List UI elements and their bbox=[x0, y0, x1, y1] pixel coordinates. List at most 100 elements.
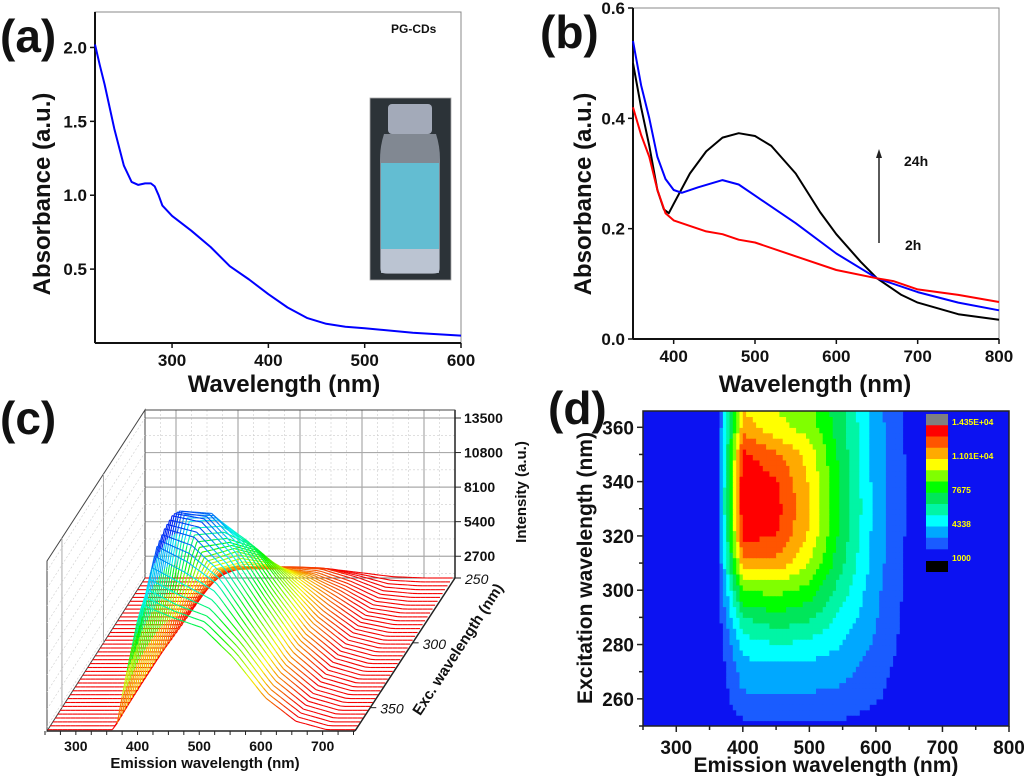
heatmap-cell bbox=[799, 644, 804, 651]
heatmap-cell bbox=[885, 503, 890, 510]
heatmap-cell bbox=[829, 546, 834, 553]
heatmap-cell bbox=[736, 660, 741, 667]
heatmap-cell bbox=[842, 503, 847, 510]
heatmap-cell bbox=[832, 650, 837, 656]
heatmap-cell bbox=[782, 704, 787, 711]
heatmap-cell bbox=[736, 508, 741, 515]
heatmap-cell bbox=[902, 519, 907, 526]
spectrum-segment bbox=[340, 590, 347, 595]
spectrum-segment bbox=[325, 583, 332, 587]
heatmap-cell bbox=[799, 552, 804, 559]
heatmap-cell bbox=[802, 677, 807, 684]
heatmap-cell bbox=[892, 579, 897, 586]
heatmap-cell bbox=[895, 541, 900, 548]
heatmap-cell bbox=[846, 487, 850, 493]
heatmap-cell bbox=[786, 530, 790, 537]
heatmap-cell bbox=[749, 525, 754, 532]
heatmap-cell bbox=[822, 611, 827, 618]
spectrum-segment bbox=[340, 572, 346, 575]
heatmap-cell bbox=[742, 497, 747, 504]
spectrum-segment bbox=[300, 688, 307, 694]
heatmap-cell bbox=[822, 573, 827, 580]
heatmap-cell bbox=[782, 611, 787, 618]
heatmap-cell bbox=[779, 606, 784, 613]
spectrum-segment bbox=[325, 607, 332, 612]
heatmap-cell bbox=[855, 525, 860, 532]
spectrum-segment bbox=[275, 620, 282, 628]
heatmap-cell bbox=[792, 590, 797, 597]
heatmap-cell bbox=[852, 497, 857, 504]
heatmap-cell bbox=[882, 514, 887, 521]
spectrum-segment bbox=[186, 529, 192, 532]
heatmap-cell bbox=[796, 666, 800, 673]
heatmap-cell bbox=[719, 568, 724, 575]
heatmap-cell bbox=[739, 628, 744, 635]
heatmap-cell bbox=[826, 650, 830, 656]
heatmap-cell bbox=[836, 525, 840, 532]
heatmap-cell bbox=[766, 688, 770, 694]
heatmap-cell bbox=[839, 563, 844, 570]
heatmap-cell bbox=[752, 671, 757, 678]
heatmap-cell bbox=[782, 508, 787, 515]
heatmap-cell bbox=[796, 535, 800, 542]
heatmap-cell bbox=[799, 546, 804, 553]
heatmap-cell bbox=[802, 557, 807, 564]
heatmap-cell bbox=[799, 688, 804, 694]
spectrum-segment bbox=[233, 634, 240, 641]
spectrum-segment bbox=[230, 603, 237, 612]
heatmap-cell bbox=[872, 628, 877, 635]
spectrum-segment bbox=[211, 513, 218, 519]
spectrum-segment bbox=[275, 582, 282, 590]
heatmap-cell bbox=[855, 677, 860, 684]
heatmap-cell bbox=[756, 503, 760, 510]
heatmap-cell bbox=[819, 671, 824, 678]
spectrum-segment bbox=[318, 582, 324, 586]
spectrum-segment bbox=[196, 625, 202, 629]
heatmap-cell bbox=[786, 492, 790, 499]
heatmap-cell bbox=[812, 611, 817, 618]
spectrum-segment bbox=[208, 587, 215, 592]
spectrum-segment bbox=[293, 624, 299, 632]
heatmap-cell bbox=[862, 563, 867, 570]
heatmap-cell bbox=[832, 573, 837, 580]
spectrum-segment bbox=[203, 584, 210, 589]
heatmap-cell bbox=[846, 611, 850, 618]
heatmap-cell bbox=[722, 497, 727, 504]
heatmap-cell bbox=[786, 497, 790, 504]
heatmap-cell bbox=[819, 590, 824, 597]
heatmap-cell bbox=[875, 650, 880, 656]
heatmap-cell bbox=[832, 508, 837, 515]
spectrum-segment bbox=[223, 623, 230, 630]
spectrum-segment bbox=[250, 569, 257, 578]
heatmap-cell bbox=[842, 644, 847, 651]
spectrum-segment bbox=[268, 663, 275, 672]
spectrum-segment bbox=[218, 547, 225, 554]
heatmap-cell bbox=[756, 573, 760, 580]
spectrum-segment bbox=[288, 672, 294, 678]
heatmap-cell bbox=[792, 666, 797, 673]
spectrum-segment bbox=[312, 656, 319, 663]
heatmap-cell bbox=[809, 671, 814, 678]
spectrum-segment bbox=[179, 532, 185, 535]
heatmap-cell bbox=[862, 622, 867, 629]
spectrum-segment bbox=[278, 566, 285, 571]
heatmap-cell bbox=[875, 688, 880, 694]
spectrum-segment bbox=[332, 639, 339, 644]
heatmap-cell bbox=[802, 698, 807, 705]
heatmap-cell bbox=[822, 671, 827, 678]
heatmap-cell bbox=[872, 639, 877, 646]
heatmap-cell bbox=[722, 579, 727, 586]
heatmap-cell bbox=[772, 514, 777, 521]
heatmap-cell bbox=[859, 660, 864, 667]
heatmap-cell bbox=[889, 503, 894, 510]
heatmap-cell bbox=[736, 595, 741, 602]
spectrum-segment bbox=[226, 527, 232, 534]
spectrum-segment bbox=[121, 670, 128, 697]
spectrum-segment bbox=[176, 613, 183, 633]
heatmap-cell bbox=[895, 492, 900, 499]
heatmap-cell bbox=[812, 595, 817, 602]
heatmap-cell bbox=[789, 530, 794, 537]
spectrum-segment bbox=[231, 640, 237, 646]
spectrum-segment bbox=[380, 593, 386, 596]
heatmap-cell bbox=[779, 503, 784, 510]
